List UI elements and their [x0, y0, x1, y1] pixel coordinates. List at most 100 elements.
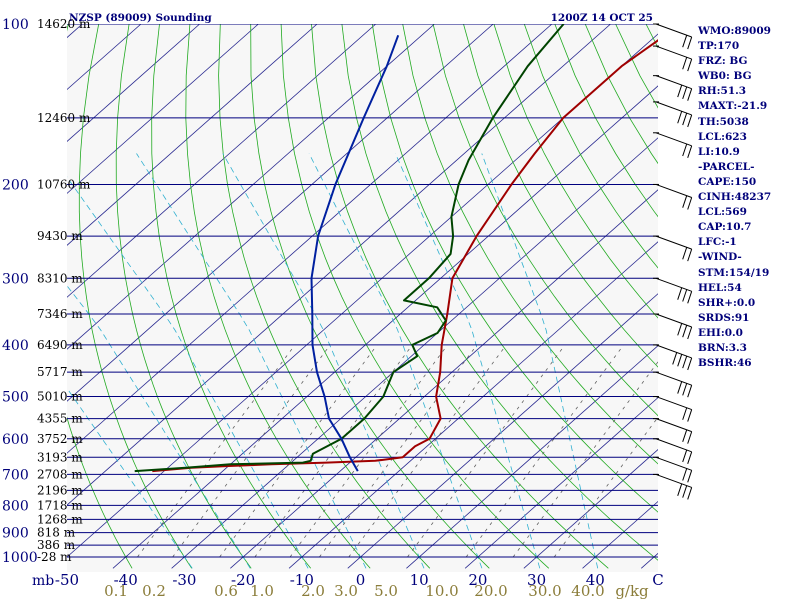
stat-line: LCL:569 — [698, 206, 747, 219]
dry-adiabat — [523, 24, 658, 269]
isotherm-line — [406, 345, 658, 569]
wind-barb-flag — [687, 145, 693, 158]
height-label: 5010 m — [37, 390, 83, 404]
temperature-tick-label: C — [652, 571, 663, 589]
stat-line: FRZ: BG — [698, 55, 748, 68]
stat-line: WB0: BG — [698, 70, 752, 83]
wind-barb-flag — [682, 468, 688, 481]
moist-adiabat — [308, 153, 483, 569]
wind-barb-staff — [655, 438, 692, 453]
wind-barb-flag — [682, 289, 688, 302]
dry-adiabat — [115, 24, 252, 569]
dry-adiabat — [67, 24, 133, 569]
wind-barb-flag — [682, 247, 688, 260]
isotherm-line — [67, 24, 318, 246]
height-label: 9430 m — [37, 229, 83, 243]
height-label: 4355 m — [37, 412, 83, 426]
isotherm-line — [347, 293, 658, 569]
stat-line: LI:10.9 — [698, 145, 740, 158]
pressure-label: 500 — [2, 390, 29, 406]
wind-barb-staff — [655, 344, 692, 359]
dry-adiabat — [493, 24, 658, 319]
stat-line: CAP:10.7 — [698, 221, 752, 234]
height-label: -28 m — [37, 550, 72, 564]
plot-background — [67, 24, 658, 572]
height-label: 818 m — [37, 526, 76, 540]
pressure-label: 200 — [2, 177, 29, 193]
moist-adiabat — [67, 387, 193, 569]
stat-line: CINH:48237 — [698, 191, 772, 204]
mixing-ratio-label: 1.0 — [250, 582, 274, 600]
mixing-ratio-label: 2.0 — [301, 582, 325, 600]
dry-adiabat — [250, 24, 490, 569]
wind-barb-flag — [682, 355, 688, 369]
stat-line: -WIND- — [698, 251, 742, 264]
temperature-tick-label: -20 — [231, 571, 255, 589]
temperature-tick-label: 10 — [410, 571, 429, 589]
valid-time: 1200Z 14 OCT 25 — [551, 12, 653, 24]
wind-barb-flag — [677, 84, 683, 98]
wind-barb-flag — [687, 451, 693, 464]
wind-barb-flag — [677, 287, 683, 300]
isotherm-line — [67, 24, 553, 454]
height-label: 8310 m — [37, 271, 83, 285]
wind-barb-flag — [682, 143, 688, 157]
wind-barb-staff — [655, 277, 692, 292]
dewpoint-line — [134, 24, 565, 473]
wind-barb-staff — [655, 183, 692, 198]
wind-barb-staff — [655, 45, 692, 60]
pressure-label: 800 — [2, 498, 29, 514]
mixing-ratio-label: 3.0 — [334, 582, 358, 600]
wind-barb-flag — [682, 407, 688, 420]
temperature-tick-label: -40 — [114, 571, 138, 589]
dry-adiabat — [280, 24, 550, 569]
wind-barb-flag — [682, 57, 688, 70]
stat-line: EHI:0.0 — [698, 326, 743, 339]
wind-barb-flag — [687, 326, 693, 340]
wind-barb-staff — [655, 23, 692, 38]
temperature-tick-label: 40 — [586, 571, 605, 589]
stats-panel: WMO:89009 TP:170 FRZ: BG WB0: BG RH:51.3 MAXT… — [698, 24, 800, 371]
mixing-ratio-label: 0.6 — [214, 582, 238, 600]
temperature-tick-label: -30 — [172, 571, 196, 589]
wind-barb-flag — [677, 111, 683, 124]
stat-line: WMO:89009 — [698, 25, 771, 37]
height-label: 7346 m — [37, 307, 83, 321]
isotherm-line — [67, 24, 494, 402]
stat-line: TH:5038 — [698, 115, 749, 128]
pressure-label: 700 — [2, 467, 29, 483]
wind-barb-flag — [682, 485, 688, 498]
sounding-lines — [134, 24, 658, 473]
mixing-ratio-label: 20.0 — [474, 582, 507, 600]
wind-barb-flag — [687, 36, 693, 50]
wind-barb-flag — [682, 35, 688, 48]
stat-line: SHR+:0.0 — [698, 296, 756, 309]
stat-line: MAXT:-21.9 — [698, 100, 768, 113]
wind-barb-flag — [682, 86, 688, 100]
dry-adiabat — [371, 24, 658, 513]
temperature-tick-label: -10 — [290, 571, 314, 589]
height-label: 14620 m — [37, 17, 91, 31]
wind-barb-staff — [655, 456, 692, 471]
wind-barb-flag — [682, 383, 688, 396]
stat-line: SRDS:91 — [698, 311, 750, 324]
height-label: 3193 m — [37, 450, 83, 464]
pressure-label: 100 — [2, 17, 29, 33]
pressure-label: 600 — [2, 432, 29, 448]
wind-barb-flag — [682, 195, 688, 208]
height-label: 5717 m — [37, 365, 83, 379]
wind-barb-staff — [655, 235, 692, 250]
wind-barb-staff — [655, 418, 692, 433]
dry-adiabat — [311, 24, 609, 569]
height-label: 1718 m — [37, 498, 83, 512]
wind-barb-flag — [677, 354, 683, 367]
wind-barb-staff — [655, 473, 692, 488]
dry-adiabat — [341, 24, 658, 561]
mixing-ratio-label: 0.2 — [142, 582, 166, 600]
height-label: 2708 m — [37, 467, 83, 481]
mixing-ratio-label: 5.0 — [374, 582, 398, 600]
dry-adiabat — [218, 24, 431, 569]
temperature-tick-label: 0 — [356, 571, 366, 589]
isotherm-line — [112, 85, 658, 569]
